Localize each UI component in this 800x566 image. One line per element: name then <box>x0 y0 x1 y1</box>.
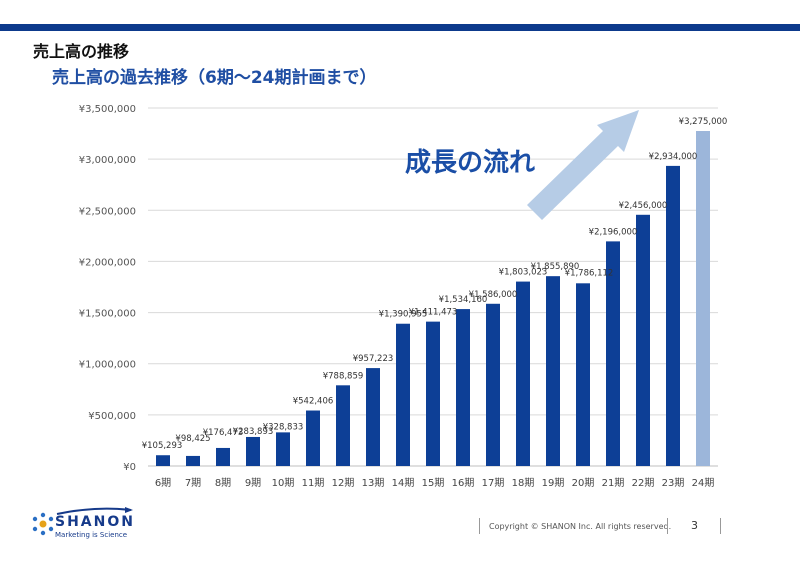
x-tick-label: 19期 <box>542 477 565 489</box>
header-bar <box>0 24 800 31</box>
y-axis: ¥0 ¥500,000 ¥1,000,000 ¥1,500,000 ¥2,000,000… <box>79 104 136 473</box>
data-label: ¥98,425 <box>175 434 210 444</box>
bar-13期 <box>366 368 380 466</box>
data-label: ¥1,534,160 <box>439 295 488 305</box>
y-tick-label: ¥500,000 <box>88 411 136 422</box>
x-tick-label: 20期 <box>572 477 595 489</box>
bar-series <box>156 131 710 466</box>
x-tick-label: 14期 <box>392 477 415 489</box>
bar-23期 <box>666 165 680 466</box>
bar-11期 <box>306 410 320 466</box>
growth-arrow-layer: 成長の流れ <box>405 110 639 220</box>
data-label: ¥2,934,000 <box>649 152 698 162</box>
data-label: ¥1,586,000 <box>469 290 518 300</box>
page-number: 3 <box>691 519 698 532</box>
x-tick-label: 12期 <box>332 477 355 489</box>
data-labels: ¥105,293¥98,425¥176,473¥283,893¥328,833 ¥… <box>142 117 728 451</box>
y-tick-label: ¥0 <box>123 462 136 473</box>
bar-8期 <box>216 447 230 466</box>
x-tick-label: 10期 <box>272 477 295 489</box>
bar-19期 <box>546 276 560 466</box>
data-label: ¥2,196,000 <box>589 227 638 237</box>
page-title: 売上高の推移 <box>33 42 130 61</box>
bar-15期 <box>426 321 440 466</box>
logo-tagline: Marketing is Science <box>55 531 128 539</box>
bar-17期 <box>486 303 500 466</box>
bar-14期 <box>396 323 410 466</box>
y-tick-label: ¥1,500,000 <box>79 309 136 320</box>
growth-annotation: 成長の流れ <box>405 148 535 178</box>
page-subtitle: 売上高の過去推移（6期〜24期計画まで） <box>52 68 377 88</box>
bar-9期 <box>246 436 260 466</box>
bar-10期 <box>276 432 290 466</box>
data-label: ¥1,786,112 <box>565 268 614 278</box>
x-tick-label: 21期 <box>602 477 625 489</box>
x-tick-label: 11期 <box>302 477 325 489</box>
bar-16期 <box>456 309 470 466</box>
data-label: ¥788,859 <box>323 371 364 381</box>
bar-6期 <box>156 455 170 466</box>
data-label: ¥2,456,000 <box>619 201 668 211</box>
data-label: ¥1,411,473 <box>409 308 458 318</box>
footer-separator <box>479 518 480 534</box>
y-tick-label: ¥1,000,000 <box>79 360 136 371</box>
y-tick-label: ¥3,500,000 <box>79 104 136 115</box>
bar-20期 <box>576 283 590 466</box>
y-tick-label: ¥3,000,000 <box>79 155 136 166</box>
x-tick-label: 13期 <box>362 477 385 489</box>
data-label: ¥1,390,955 <box>379 310 428 320</box>
logo-swoosh-icon <box>56 507 133 515</box>
shanon-logo: SHANON <box>55 514 135 530</box>
x-tick-label: 8期 <box>215 477 231 489</box>
x-tick-label: 9期 <box>245 477 261 489</box>
data-label: ¥283,893 <box>233 427 274 437</box>
data-label: ¥176,473 <box>203 428 244 438</box>
y-tick-label: ¥2,500,000 <box>79 206 136 217</box>
bar-12期 <box>336 385 350 466</box>
x-tick-label: 17期 <box>482 477 505 489</box>
x-tick-label: 23期 <box>662 477 685 489</box>
footer-separator <box>667 518 668 534</box>
data-label: ¥1,855,890 <box>531 262 580 272</box>
copyright-text: Copyright © SHANON Inc. All rights reser… <box>489 522 672 531</box>
data-label: ¥1,803,023 <box>499 268 548 278</box>
bar-22期 <box>636 214 650 466</box>
x-tick-label: 24期 <box>692 477 715 489</box>
logo-star-icon <box>32 512 54 536</box>
footer-separator <box>720 518 721 534</box>
bar-7期 <box>186 455 200 466</box>
data-label: ¥105,293 <box>142 441 183 451</box>
growth-arrow <box>527 110 639 220</box>
x-tick-label: 6期 <box>155 477 171 489</box>
y-tick-label: ¥2,000,000 <box>79 257 136 268</box>
data-label: ¥957,223 <box>353 354 394 364</box>
x-tick-label: 18期 <box>512 477 535 489</box>
x-axis: 6期 7期 8期 9期 10期 11期 12期 13期 14期 15期 16期 17期 18期 19期 20… <box>155 477 715 489</box>
x-tick-label: 7期 <box>185 477 201 489</box>
x-tick-label: 16期 <box>452 477 475 489</box>
data-label: ¥3,275,000 <box>679 117 728 127</box>
x-tick-label: 15期 <box>422 477 445 489</box>
x-tick-label: 22期 <box>632 477 655 489</box>
bar-24期 <box>696 131 710 466</box>
bar-21期 <box>606 241 620 466</box>
bar-18期 <box>516 281 530 466</box>
data-label: ¥542,406 <box>293 397 334 407</box>
data-label: ¥328,833 <box>263 422 304 432</box>
